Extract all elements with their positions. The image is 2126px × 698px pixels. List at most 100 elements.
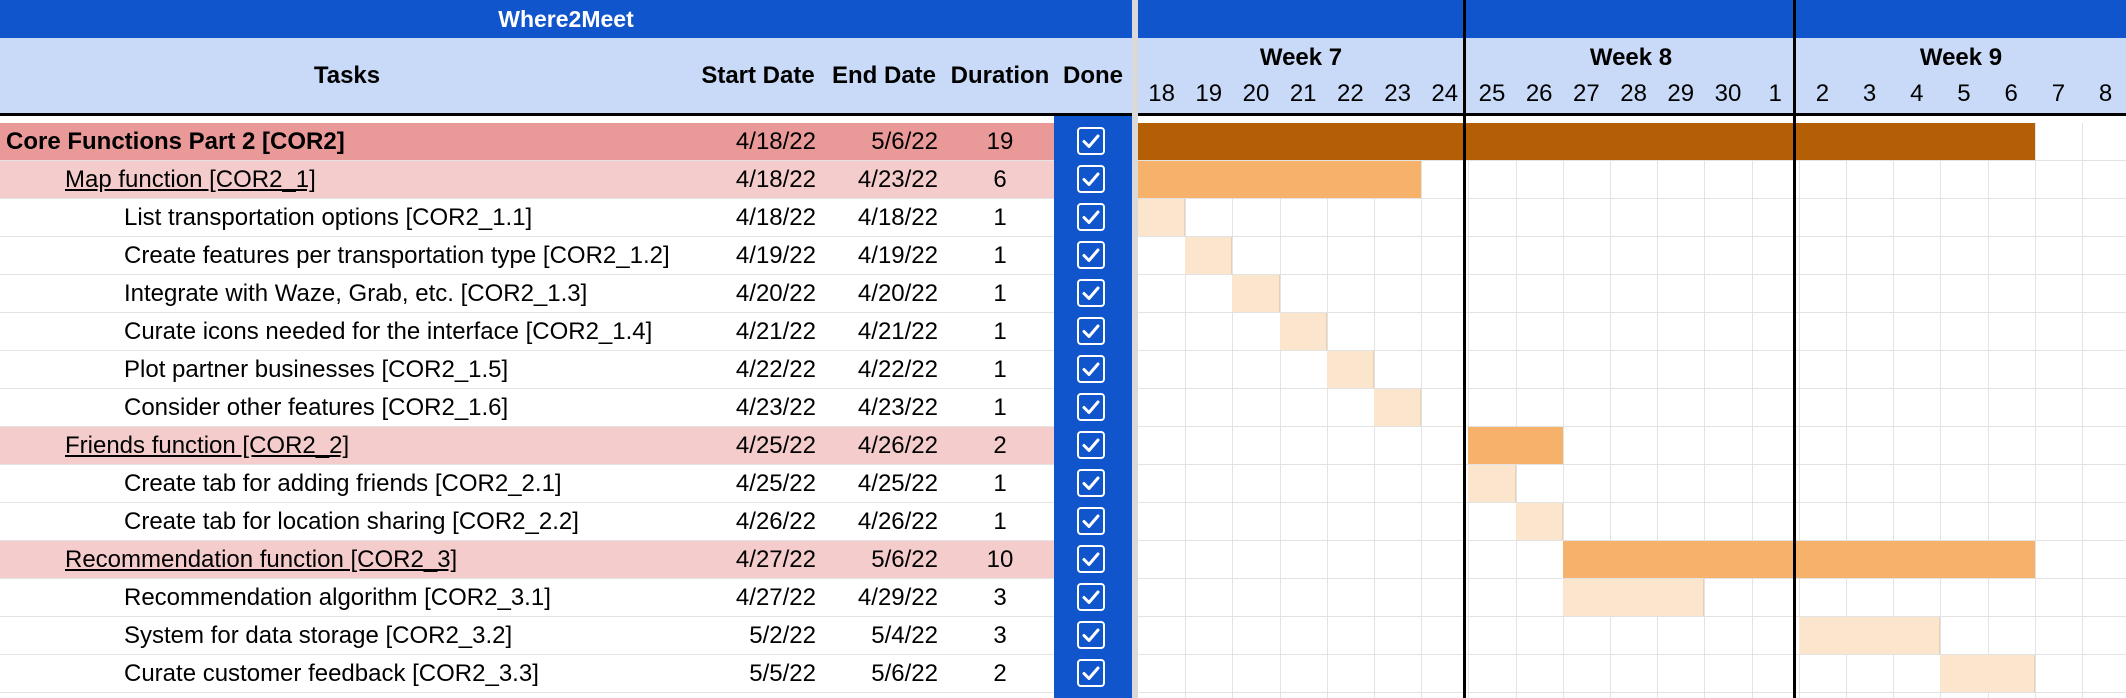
task-name-cell[interactable]: System for data storage [COR2_3.2] bbox=[124, 622, 513, 649]
task-name-cell[interactable]: Curate customer feedback [COR2_3.3] bbox=[124, 660, 539, 687]
duration-cell[interactable]: 2 bbox=[993, 660, 1007, 687]
gantt-bar[interactable] bbox=[1279, 313, 1327, 350]
start-date-cell[interactable]: 4/18/22 bbox=[735, 128, 816, 155]
end-date-cell[interactable]: 4/23/22 bbox=[857, 394, 938, 421]
gantt-bar[interactable] bbox=[1468, 427, 1563, 464]
end-date-cell[interactable]: 5/6/22 bbox=[871, 660, 938, 687]
end-date-cell[interactable]: 4/26/22 bbox=[857, 508, 938, 535]
gantt-bar[interactable] bbox=[1138, 123, 2035, 160]
duration-cell[interactable]: 2 bbox=[993, 432, 1007, 459]
duration-cell[interactable]: 1 bbox=[993, 470, 1007, 497]
duration-cell[interactable]: 10 bbox=[986, 546, 1014, 573]
end-date-cell[interactable]: 4/29/22 bbox=[857, 584, 938, 611]
task-row-background bbox=[0, 503, 1054, 541]
done-checkbox[interactable] bbox=[1077, 279, 1105, 307]
end-date-cell[interactable]: 5/4/22 bbox=[871, 622, 938, 649]
gantt-bar[interactable] bbox=[1185, 237, 1233, 274]
task-name-cell[interactable]: Create tab for adding friends [COR2_2.1] bbox=[124, 470, 562, 497]
start-date-cell[interactable]: 5/2/22 bbox=[749, 622, 816, 649]
start-date-cell[interactable]: 4/26/22 bbox=[735, 508, 816, 535]
end-date-cell[interactable]: 4/26/22 bbox=[857, 432, 938, 459]
gantt-bar[interactable] bbox=[1562, 541, 2035, 578]
start-date-cell[interactable]: 4/18/22 bbox=[735, 204, 816, 231]
duration-cell[interactable]: 1 bbox=[993, 280, 1007, 307]
task-name-cell[interactable]: Plot partner businesses [COR2_1.5] bbox=[124, 356, 509, 383]
task-name-cell[interactable]: Curate icons needed for the interface [C… bbox=[124, 318, 653, 345]
duration-cell[interactable]: 1 bbox=[993, 242, 1007, 269]
task-name-cell[interactable]: Recommendation algorithm [COR2_3.1] bbox=[124, 584, 551, 611]
task-name-cell[interactable]: Recommendation function [COR2_3] bbox=[65, 546, 458, 573]
column-header-duration[interactable]: Duration bbox=[950, 62, 1050, 89]
done-checkbox[interactable] bbox=[1077, 621, 1105, 649]
task-name-cell[interactable]: Core Functions Part 2 [COR2] bbox=[6, 128, 345, 155]
done-checkbox[interactable] bbox=[1077, 469, 1105, 497]
end-date-cell[interactable]: 4/22/22 bbox=[857, 356, 938, 383]
task-name-cell[interactable]: Integrate with Waze, Grab, etc. [COR2_1.… bbox=[124, 280, 588, 307]
done-checkbox[interactable] bbox=[1077, 203, 1105, 231]
duration-cell[interactable]: 1 bbox=[993, 356, 1007, 383]
row-gridline bbox=[0, 616, 1054, 617]
task-name-cell[interactable]: Create features per transportation type … bbox=[124, 242, 670, 269]
start-date-cell[interactable]: 4/21/22 bbox=[735, 318, 816, 345]
start-date-cell[interactable]: 4/27/22 bbox=[735, 584, 816, 611]
done-checkbox[interactable] bbox=[1077, 393, 1105, 421]
start-date-cell[interactable]: 4/20/22 bbox=[735, 280, 816, 307]
start-date-cell[interactable]: 4/19/22 bbox=[735, 242, 816, 269]
duration-cell[interactable]: 19 bbox=[986, 128, 1014, 155]
duration-cell[interactable]: 1 bbox=[993, 204, 1007, 231]
duration-cell[interactable]: 1 bbox=[993, 508, 1007, 535]
frozen-column-divider[interactable] bbox=[1132, 0, 1138, 698]
day-label: 18 bbox=[1148, 80, 1175, 107]
task-name-cell[interactable]: Create tab for location sharing [COR2_2.… bbox=[124, 508, 579, 535]
start-date-cell[interactable]: 4/18/22 bbox=[735, 166, 816, 193]
column-header-done[interactable]: Done bbox=[1063, 62, 1123, 89]
start-date-cell[interactable]: 4/27/22 bbox=[735, 546, 816, 573]
end-date-cell[interactable]: 4/18/22 bbox=[857, 204, 938, 231]
done-checkbox[interactable] bbox=[1077, 431, 1105, 459]
done-checkbox[interactable] bbox=[1077, 127, 1105, 155]
start-date-cell[interactable]: 4/23/22 bbox=[735, 394, 816, 421]
start-date-cell[interactable]: 4/25/22 bbox=[735, 432, 816, 459]
duration-cell[interactable]: 3 bbox=[993, 584, 1007, 611]
done-checkbox[interactable] bbox=[1077, 355, 1105, 383]
gantt-bar[interactable] bbox=[1468, 465, 1516, 502]
done-checkbox[interactable] bbox=[1077, 659, 1105, 687]
gantt-bar[interactable] bbox=[1515, 503, 1563, 540]
task-name-cell[interactable]: List transportation options [COR2_1.1] bbox=[124, 204, 533, 231]
duration-cell[interactable]: 6 bbox=[993, 166, 1007, 193]
done-checkbox[interactable] bbox=[1077, 583, 1105, 611]
end-date-cell[interactable]: 5/6/22 bbox=[871, 546, 938, 573]
gantt-bar[interactable] bbox=[1798, 617, 1941, 654]
end-date-cell[interactable]: 4/25/22 bbox=[857, 470, 938, 497]
end-date-cell[interactable]: 4/23/22 bbox=[857, 166, 938, 193]
start-date-cell[interactable]: 5/5/22 bbox=[749, 660, 816, 687]
gantt-bar[interactable] bbox=[1326, 351, 1374, 388]
gantt-bar[interactable] bbox=[1138, 161, 1422, 198]
end-date-cell[interactable]: 5/6/22 bbox=[871, 128, 938, 155]
gantt-bar[interactable] bbox=[1232, 275, 1280, 312]
task-name-cell[interactable]: Friends function [COR2_2] bbox=[65, 432, 350, 459]
column-header-start-date[interactable]: Start Date bbox=[701, 62, 815, 89]
done-checkbox[interactable] bbox=[1077, 507, 1105, 535]
column-header-tasks[interactable]: Tasks bbox=[313, 62, 381, 89]
duration-cell[interactable]: 3 bbox=[993, 622, 1007, 649]
gantt-bar[interactable] bbox=[1374, 389, 1422, 426]
end-date-cell[interactable]: 4/19/22 bbox=[857, 242, 938, 269]
day-label: 3 bbox=[1862, 80, 1877, 107]
task-name-cell[interactable]: Consider other features [COR2_1.6] bbox=[124, 394, 509, 421]
duration-cell[interactable]: 1 bbox=[993, 318, 1007, 345]
end-date-cell[interactable]: 4/20/22 bbox=[857, 280, 938, 307]
gantt-bar[interactable] bbox=[1940, 655, 2035, 692]
start-date-cell[interactable]: 4/22/22 bbox=[735, 356, 816, 383]
duration-cell[interactable]: 1 bbox=[993, 394, 1007, 421]
column-header-end-date[interactable]: End Date bbox=[831, 62, 936, 89]
task-name-cell[interactable]: Map function [COR2_1] bbox=[65, 166, 316, 193]
done-checkbox[interactable] bbox=[1077, 241, 1105, 269]
done-checkbox[interactable] bbox=[1077, 545, 1105, 573]
gantt-bar[interactable] bbox=[1138, 199, 1186, 236]
end-date-cell[interactable]: 4/21/22 bbox=[857, 318, 938, 345]
start-date-cell[interactable]: 4/25/22 bbox=[735, 470, 816, 497]
gantt-bar[interactable] bbox=[1562, 579, 1705, 616]
done-checkbox[interactable] bbox=[1077, 165, 1105, 193]
done-checkbox[interactable] bbox=[1077, 317, 1105, 345]
